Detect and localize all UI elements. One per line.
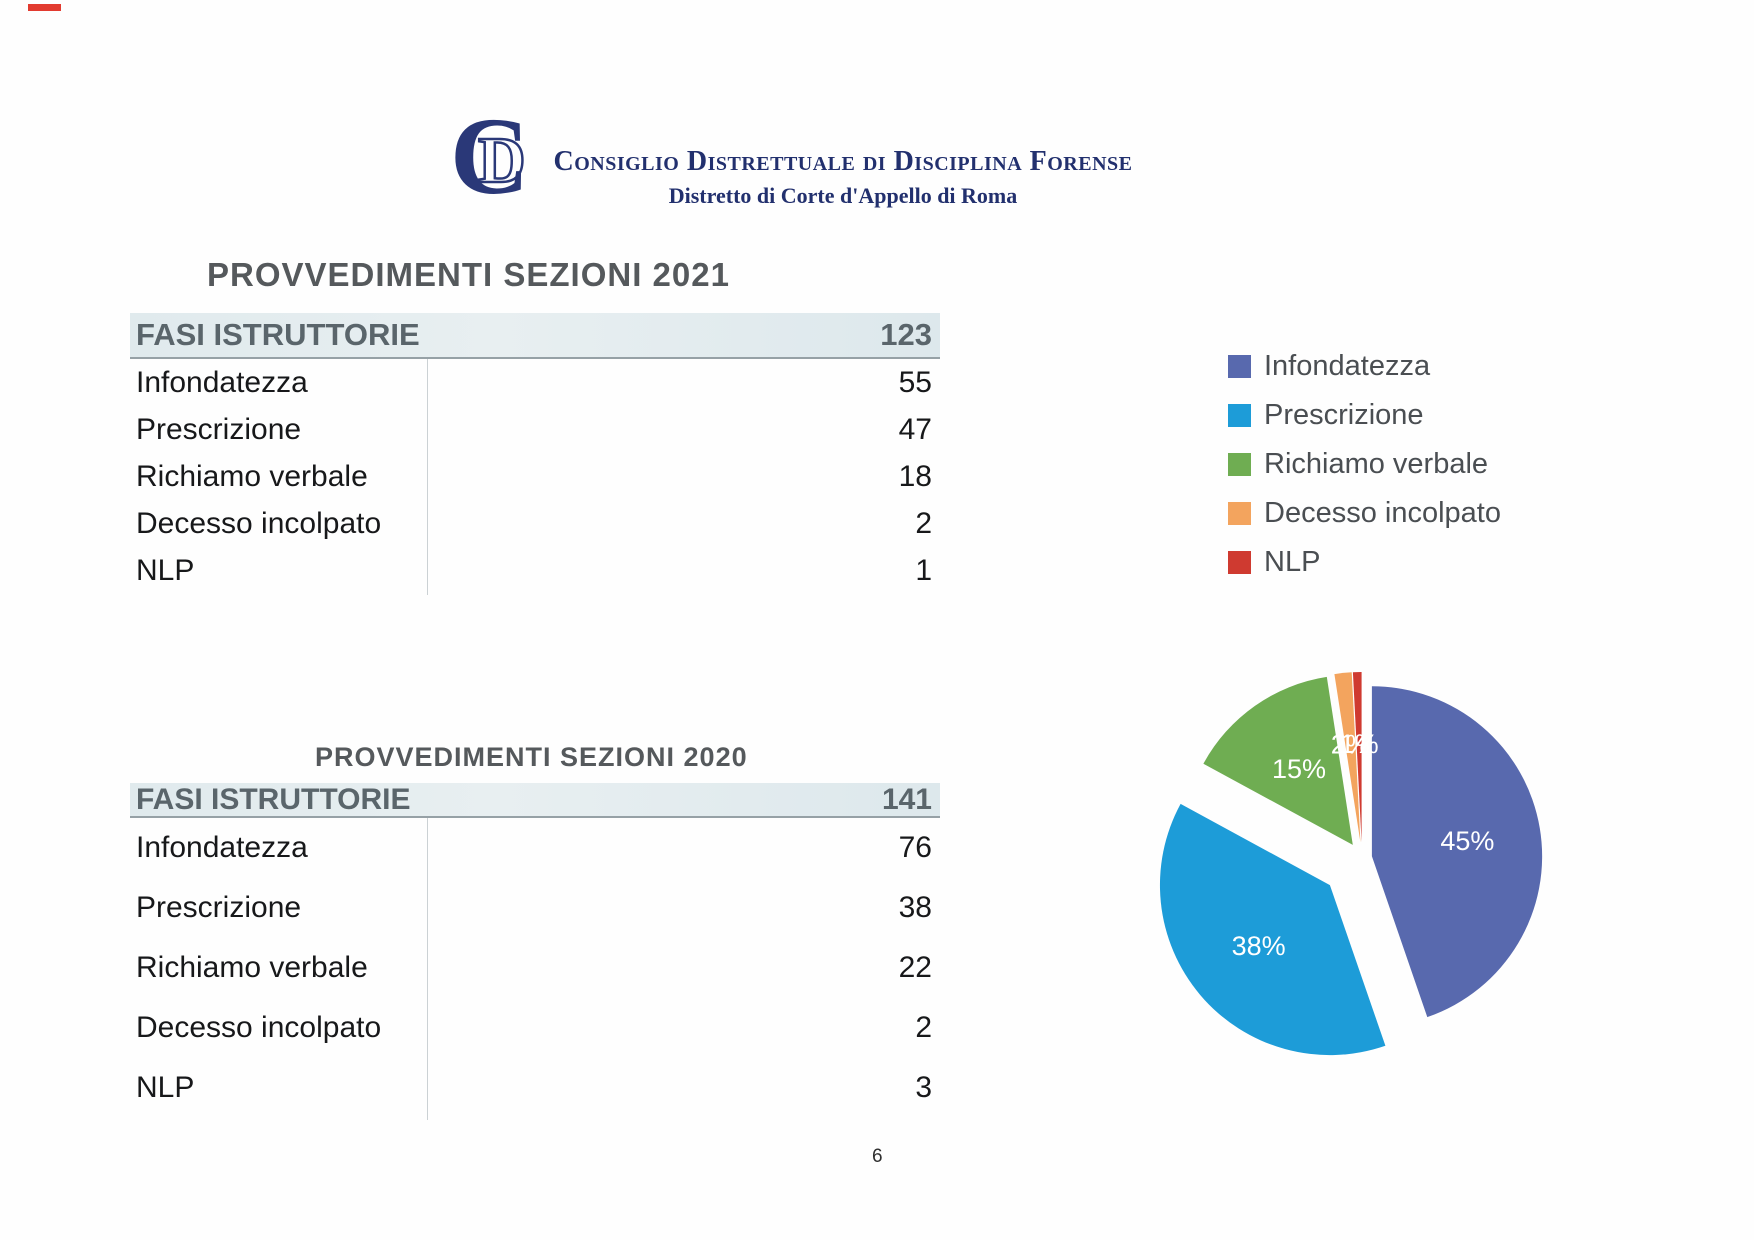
pie-legend: Infondatezza Prescrizione Richiamo verba… [1228, 349, 1501, 594]
row-value: 1 [915, 553, 932, 587]
legend-item: Prescrizione [1228, 398, 1501, 432]
pie-slice-infondatezza [1371, 686, 1543, 1018]
row-value: 3 [915, 1071, 932, 1104]
pie-chart: 45% 38% 15%2%1% [1159, 671, 1543, 1056]
row-label: Decesso incolpato [136, 1011, 382, 1044]
org-logo: C D [450, 96, 529, 211]
pie-slice-nlp [1352, 671, 1362, 842]
legend-swatch-richiamo-verbale [1228, 452, 1251, 476]
row-label: Richiamo verbale [136, 951, 368, 984]
table-row: Infondatezza 55 [130, 359, 940, 406]
table-row: Richiamo verbale 22 [130, 938, 940, 998]
pie-percent-label: 15% [1272, 754, 1326, 784]
pie-percent-label: 1% [1340, 729, 1379, 759]
legend-swatch-nlp [1228, 550, 1251, 574]
legend-swatch-infondatezza [1228, 354, 1251, 378]
row-value: 2 [915, 1011, 932, 1044]
table-header-row: FASI ISTRUTTORIE 141 [130, 783, 940, 818]
legend-label: Richiamo verbale [1264, 447, 1489, 480]
legend-swatch-decesso-incolpato [1228, 501, 1251, 525]
pie-percent-label: 2% [1331, 729, 1370, 759]
pie-slice-decesso-incolpato [1334, 672, 1361, 843]
table-row: Prescrizione 38 [130, 878, 940, 938]
table-2020: FASI ISTRUTTORIE 141 Infondatezza 76 Pre… [130, 783, 940, 1120]
table-row: NLP 3 [130, 1058, 940, 1118]
row-label: Infondatezza [136, 365, 308, 399]
row-label: Richiamo verbale [136, 459, 368, 493]
row-label: NLP [136, 1071, 195, 1104]
org-name: Consiglio Distrettuale di Disciplina For… [553, 146, 1133, 177]
row-value: 55 [898, 365, 932, 399]
pie-slice-prescrizione [1159, 803, 1386, 1056]
pie-slice-richiamo-verbale [1203, 676, 1353, 845]
row-value: 38 [898, 891, 932, 924]
legend-label: NLP [1264, 545, 1321, 578]
table-header-row: FASI ISTRUTTORIE 123 [130, 313, 940, 359]
row-label: NLP [136, 553, 195, 587]
legend-item: Infondatezza [1228, 349, 1501, 383]
row-label: Infondatezza [136, 831, 308, 864]
logo-letter-c: C [450, 96, 529, 211]
row-value: 18 [898, 459, 932, 493]
legend-label: Decesso incolpato [1264, 496, 1501, 529]
table-row: NLP 1 [130, 547, 940, 594]
pie-percent-label: 45% [1440, 826, 1494, 856]
table-2021: FASI ISTRUTTORIE 123 Infondatezza 55 Pre… [130, 313, 940, 595]
table-header-label: FASI ISTRUTTORIE [136, 317, 420, 352]
table-row: Infondatezza 76 [130, 818, 940, 878]
section-title-2020: PROVVEDIMENTI SEZIONI 2020 [315, 742, 748, 772]
row-value: 2 [915, 506, 932, 540]
page-number: 6 [872, 1146, 883, 1167]
row-label: Decesso incolpato [136, 506, 382, 540]
legend-item: Richiamo verbale [1228, 447, 1501, 481]
table-header-label: FASI ISTRUTTORIE [136, 782, 411, 816]
table-row: Prescrizione 47 [130, 406, 940, 453]
legend-item: NLP [1228, 545, 1501, 579]
scan-artifact-mark [28, 4, 61, 11]
table-header-total: 123 [880, 317, 932, 352]
row-value: 47 [898, 412, 932, 446]
logo-letter-d: D [478, 124, 526, 197]
legend-swatch-prescrizione [1228, 403, 1251, 427]
section-title-2021: PROVVEDIMENTI SEZIONI 2021 [207, 256, 730, 293]
table-header-total: 141 [881, 782, 932, 816]
table-row: Richiamo verbale 18 [130, 453, 940, 500]
row-value: 22 [898, 951, 932, 984]
row-label: Prescrizione [136, 891, 302, 924]
pie-percent-label: 38% [1232, 931, 1286, 961]
table-column-divider [427, 818, 428, 1120]
legend-label: Prescrizione [1264, 398, 1424, 431]
org-subtitle: Distretto di Corte d'Appello di Roma [668, 183, 1018, 208]
row-value: 76 [898, 831, 932, 864]
table-row: Decesso incolpato 2 [130, 500, 940, 547]
table-column-divider [427, 359, 428, 595]
legend-item: Decesso incolpato [1228, 496, 1501, 530]
table-row: Decesso incolpato 2 [130, 998, 940, 1058]
row-label: Prescrizione [136, 412, 302, 446]
legend-label: Infondatezza [1264, 349, 1431, 382]
